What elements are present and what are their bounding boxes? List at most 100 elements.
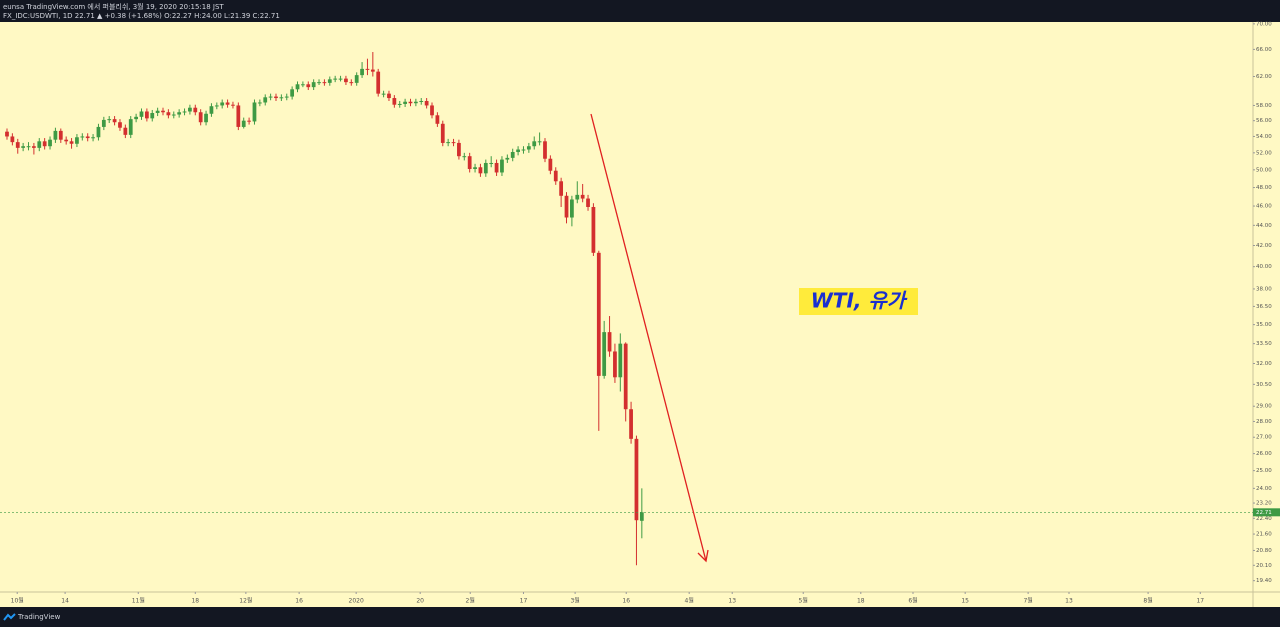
candle-body (537, 141, 542, 143)
candle-body (435, 115, 440, 124)
brand-logo (3, 613, 16, 621)
candle-body (408, 101, 413, 104)
candle-body (231, 104, 235, 106)
y-tick-label: 29.00 (1256, 404, 1272, 410)
candle-body (489, 162, 494, 164)
candle-body (451, 142, 456, 144)
candle-body (521, 149, 526, 151)
candle-body (333, 78, 338, 80)
y-tick-label: 21.60 (1256, 532, 1272, 538)
candle-body (462, 156, 467, 158)
candle-body (381, 93, 386, 95)
candle-body (118, 122, 122, 128)
candle-body (171, 114, 176, 116)
candle-body (440, 123, 445, 143)
candle-body (96, 126, 101, 138)
candle-body (58, 130, 63, 140)
y-tick-label: 46.00 (1256, 204, 1272, 210)
trend-arrow (590, 113, 707, 562)
candle-body (570, 199, 574, 218)
candle-body (623, 343, 628, 410)
candle-body (424, 100, 429, 106)
candle-body (85, 136, 90, 139)
candle-body (392, 98, 397, 105)
y-tick-label: 50.00 (1256, 167, 1272, 173)
x-tick-label: 4월 (685, 597, 694, 605)
y-tick-label: 70.00 (1256, 21, 1272, 27)
y-tick-label: 32.00 (1256, 361, 1272, 367)
candle-body (349, 82, 354, 84)
candle-body (64, 139, 69, 142)
candle-body (580, 194, 585, 199)
x-tick-label: 16 (295, 598, 303, 605)
candle-body (354, 75, 359, 83)
candle-body (505, 157, 510, 160)
candle-body (419, 100, 424, 102)
candle-body (618, 343, 623, 378)
candle-body (295, 84, 300, 90)
candle-body (532, 141, 537, 147)
candle-body (139, 111, 144, 117)
annotation-box (799, 288, 918, 315)
y-tick-label: 36.50 (1256, 304, 1272, 310)
candle-body (483, 162, 488, 174)
y-tick-label: 27.00 (1256, 435, 1272, 441)
brand: TradingView (17, 613, 61, 621)
candle-body (301, 84, 305, 86)
candle-body (397, 103, 402, 105)
candle-body (344, 78, 348, 83)
candle-body (161, 110, 165, 113)
candle-body (101, 119, 106, 127)
x-tick-label: 10월 (11, 597, 24, 605)
candle-body (69, 141, 74, 144)
candle-body (21, 146, 26, 148)
trend-arrow-head (697, 549, 709, 563)
candle-body (26, 146, 31, 148)
candle-body (134, 116, 138, 120)
candle-body (220, 102, 225, 106)
candle-body (629, 409, 633, 439)
candle-body (204, 113, 208, 123)
chart-subtitle: FX_IDC:USDWTI, 1D 22.71 ▲ +0.38 (+1.68%)… (3, 12, 280, 20)
candle-body (236, 105, 241, 127)
candle-body (413, 101, 418, 104)
candle-body (123, 127, 128, 135)
x-tick-label: 17 (1196, 598, 1204, 605)
candle-body (182, 111, 187, 113)
candle-body (214, 105, 219, 107)
y-tick-label: 58.00 (1256, 103, 1272, 109)
candle-body (209, 106, 214, 114)
x-tick-label: 14 (61, 598, 69, 605)
candle-body (53, 130, 58, 140)
candle-body (279, 97, 284, 99)
candle-body (596, 252, 601, 376)
y-tick-label: 20.10 (1256, 563, 1272, 569)
y-tick-label: 44.00 (1256, 223, 1272, 229)
candle-body (75, 137, 79, 144)
last-price-tag (1253, 508, 1280, 517)
y-tick-label: 19.40 (1256, 578, 1272, 584)
x-tick-label: 2월 (466, 597, 475, 605)
y-tick-label: 23.20 (1256, 501, 1272, 507)
x-tick-label: 12월 (239, 597, 252, 605)
candle-body (37, 141, 42, 148)
y-tick-label: 35.00 (1256, 322, 1272, 328)
candle-body (274, 96, 278, 99)
candle-body (634, 438, 639, 521)
candle-body (602, 332, 607, 376)
candle-body (193, 107, 198, 113)
candle-body (553, 170, 558, 182)
y-tick-label: 25.00 (1256, 468, 1272, 474)
candle-body (526, 146, 531, 150)
x-tick-label: 18 (857, 598, 865, 605)
header-bar (0, 0, 1280, 22)
candle-body (639, 512, 644, 521)
y-tick-label: 26.00 (1256, 451, 1272, 457)
candle-body (263, 97, 268, 103)
candle-body (112, 119, 117, 123)
x-tick-label: 2020 (349, 598, 364, 605)
candle-body (5, 131, 9, 137)
candle-body (290, 89, 295, 97)
x-tick-label: 11월 (132, 597, 145, 605)
